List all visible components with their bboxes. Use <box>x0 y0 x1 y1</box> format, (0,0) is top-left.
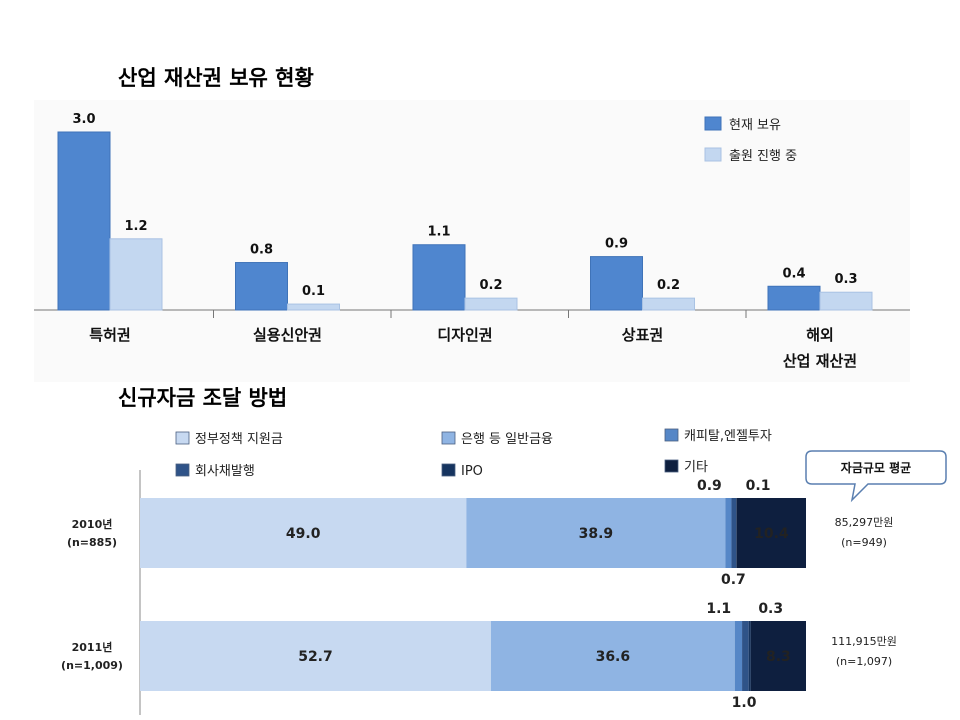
bar-value-label: 0.4 <box>782 266 805 281</box>
legend-swatch <box>175 463 190 477</box>
bar-pending-0 <box>109 238 163 311</box>
row-label: 2011년 (n=1,009) <box>61 640 123 672</box>
bar-value-label: 0.2 <box>657 278 680 293</box>
category-label: 해외 산업 재산권 <box>783 326 857 370</box>
legend-swatch <box>441 463 456 477</box>
category-label: 특허권 <box>89 326 130 344</box>
bar-pending-3 <box>642 297 695 311</box>
segment-value-label: 52.7 <box>298 649 333 665</box>
bar-value-label: 0.8 <box>250 243 273 258</box>
bar-pending-4 <box>819 291 873 311</box>
legend-label: 출원 진행 중 <box>729 148 797 164</box>
segment-3-1 <box>742 621 749 691</box>
category-label: 디자인권 <box>437 326 492 344</box>
segment-0-1 <box>140 621 491 691</box>
legend-swatch <box>441 431 456 445</box>
bar-value-label: 3.0 <box>72 112 95 127</box>
row-label: 2010년 (n=885) <box>67 517 117 549</box>
legend-label: 캐피탈,엔젤투자 <box>684 429 772 444</box>
segment-2-0 <box>725 498 732 568</box>
chart-title-ip: 산업 재산권 보유 현황 <box>118 66 314 90</box>
segment-value-label: 0.1 <box>746 478 771 494</box>
callout-bubble <box>805 450 947 503</box>
side-average-label: (n=949) <box>841 536 887 549</box>
legend-label: 기타 <box>684 460 708 475</box>
segment-value-label: 1.1 <box>706 601 731 617</box>
segment-value-label: 0.7 <box>721 572 746 588</box>
legend-swatch <box>704 116 722 131</box>
legend-label: 정부정책 지원금 <box>195 432 283 447</box>
segment-value-label: 0.3 <box>758 601 783 617</box>
legend-swatch <box>175 431 190 445</box>
legend-label: 회사채발행 <box>195 463 255 479</box>
category-label: 상표권 <box>622 326 663 344</box>
segment-value-label: 1.0 <box>732 695 757 711</box>
category-label: 실용신안권 <box>253 326 322 344</box>
segment-value-label: 8.3 <box>766 649 791 665</box>
chart-title-funding: 신규자금 조달 방법 <box>118 386 288 410</box>
legend-swatch <box>664 459 679 473</box>
segment-4-0 <box>736 498 737 568</box>
segment-5-1 <box>750 621 806 691</box>
segment-1-1 <box>490 621 735 691</box>
bar-held-1 <box>235 262 288 311</box>
segment-value-label: 36.6 <box>596 649 631 665</box>
segment-value-label: 38.9 <box>579 526 614 542</box>
segment-2-1 <box>734 621 743 691</box>
segment-0-0 <box>140 498 467 568</box>
bar-value-label: 0.2 <box>479 278 502 293</box>
bar-value-label: 0.1 <box>302 284 325 299</box>
legend-label: IPO <box>461 464 483 479</box>
legend-swatch <box>664 428 679 442</box>
callout-label: 자금규모 평균 <box>841 460 911 475</box>
bar-value-label: 0.3 <box>834 272 857 287</box>
bar-held-2 <box>412 244 466 311</box>
segment-3-0 <box>731 498 737 568</box>
bar-pending-2 <box>464 297 518 311</box>
bar-value-label: 1.1 <box>427 225 450 240</box>
bar-pending-1 <box>287 303 340 311</box>
bar-held-0 <box>57 131 111 311</box>
side-average-label: 85,297만원 <box>835 516 894 529</box>
segment-5-0 <box>736 498 806 568</box>
legend-label: 현재 보유 <box>729 118 781 133</box>
chart1-panel <box>34 100 910 382</box>
segment-value-label: 10.4 <box>754 526 789 542</box>
legend-label: 은행 등 일반금융 <box>461 431 553 447</box>
bar-value-label: 0.9 <box>605 237 628 252</box>
segment-value-label: 49.0 <box>286 526 321 542</box>
segment-value-label: 0.9 <box>697 478 722 494</box>
bar-held-3 <box>590 256 643 311</box>
segment-1-0 <box>466 498 726 568</box>
bar-value-label: 1.2 <box>124 219 147 234</box>
legend-swatch <box>704 147 722 162</box>
side-average-label: (n=1,097) <box>836 655 892 668</box>
segment-4-1 <box>748 621 751 691</box>
side-average-label: 111,915만원 <box>831 635 897 648</box>
